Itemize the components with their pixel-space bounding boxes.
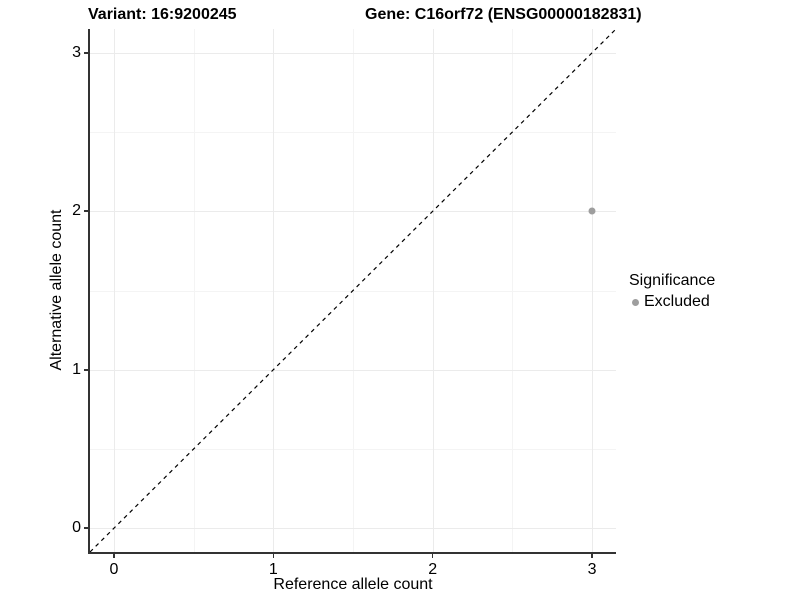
y-major-gridline [90, 211, 616, 213]
y-major-gridline [90, 52, 616, 54]
plot-title-variant: Variant: 16:9200245 [88, 6, 237, 23]
legend-title: Significance [629, 272, 716, 289]
y-major-gridline [90, 528, 616, 530]
x-major-gridline [432, 29, 434, 552]
y-axis-tick [83, 368, 89, 371]
x-axis-line [88, 552, 616, 554]
x-tick-label: 0 [109, 561, 119, 578]
y-tick-label: 1 [72, 360, 81, 378]
data-point-excluded [588, 207, 596, 215]
y-minor-gridline [90, 448, 616, 450]
legend: Significance Excluded [629, 272, 715, 311]
x-axis-tick [272, 553, 275, 559]
x-axis-tick [113, 553, 115, 559]
y-minor-gridline [90, 132, 616, 133]
y-tick-label: 0 [72, 519, 81, 537]
y-axis-tick [83, 51, 89, 54]
legend-entry-label: Excluded [644, 293, 710, 310]
x-major-gridline [592, 29, 594, 552]
y-tick-label: 3 [72, 43, 81, 61]
y-axis-line [88, 29, 90, 554]
y-axis-title: Alternative allele count [48, 209, 65, 371]
plot-panel: 0 1 2 3 0 1 2 3 [72, 28, 617, 578]
y-axis-tick [83, 210, 89, 213]
y-axis-tick [83, 527, 89, 530]
x-axis-tick [591, 553, 593, 559]
x-tick-label: 1 [268, 561, 278, 578]
x-tick-label: 3 [587, 561, 597, 578]
x-major-gridline [273, 29, 275, 552]
identity-reference-line [89, 28, 617, 553]
plot-title-gene: Gene: C16orf72 (ENSG00000182831) [365, 6, 642, 23]
x-axis-tick [431, 553, 434, 559]
x-axis-title: Reference allele count [273, 576, 433, 593]
x-major-gridline [113, 29, 115, 552]
y-major-gridline [90, 369, 616, 371]
x-tick-label: 2 [428, 561, 438, 578]
legend-point-icon [632, 298, 639, 306]
legend-entry-excluded: Excluded [629, 293, 715, 311]
y-tick-label: 2 [72, 202, 81, 220]
